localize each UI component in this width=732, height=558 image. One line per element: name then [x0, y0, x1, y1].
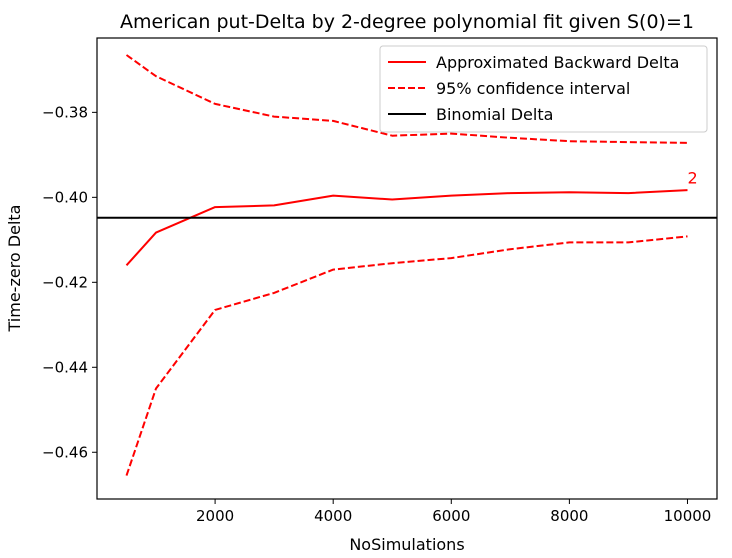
legend-box	[379, 45, 708, 133]
y-axis-label: Time-zero Delta	[5, 205, 24, 333]
y-tick-label: −0.42	[42, 273, 88, 291]
series-line-2	[125, 235, 688, 476]
y-tick-label: −0.46	[42, 443, 88, 461]
x-tick-label: 6000	[432, 507, 470, 525]
y-axis-ticks: −0.46 −0.44 −0.42 −0.40 −0.38	[42, 103, 97, 461]
x-tick-label: 8000	[550, 507, 588, 525]
series-line-1	[125, 54, 688, 144]
legend-label: Approximated Backward Delta	[436, 53, 679, 72]
y-tick-label: −0.40	[42, 188, 88, 206]
x-tick-label: 10000	[664, 507, 712, 525]
series-line-0	[125, 189, 688, 266]
x-axis-ticks: 2000 4000 6000 8000 10000	[196, 499, 711, 525]
legend: Approximated Backward Delta 95% confidenc…	[379, 45, 708, 133]
x-tick-label: 4000	[314, 507, 352, 525]
legend-items: Approximated Backward Delta 95% confidenc…	[388, 53, 679, 124]
x-axis-label: NoSimulations	[349, 535, 464, 554]
annotation-label: 2	[687, 169, 697, 188]
y-tick-label: −0.44	[42, 358, 88, 376]
chart-title: American put-Delta by 2-degree polynomia…	[120, 11, 694, 33]
y-tick-label: −0.38	[42, 103, 88, 121]
plot-frame	[96, 37, 718, 500]
x-tick-label: 2000	[196, 507, 234, 525]
legend-label: Binomial Delta	[436, 105, 553, 124]
plot-lines	[97, 54, 717, 476]
legend-label: 95% confidence interval	[436, 79, 630, 98]
annotations: 2	[687, 169, 697, 188]
